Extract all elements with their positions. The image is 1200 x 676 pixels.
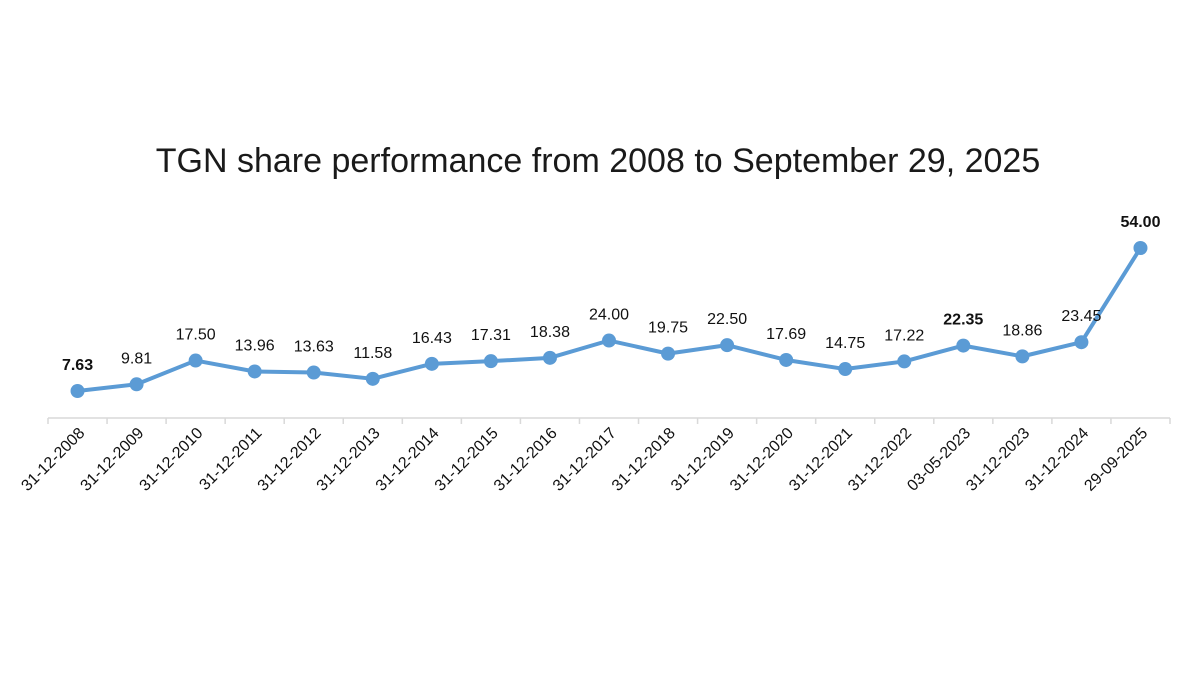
- data-label: 17.31: [471, 327, 511, 344]
- data-label: 7.63: [62, 357, 93, 374]
- data-point: [247, 364, 262, 379]
- x-tick-label: 29-09-2025: [1081, 425, 1151, 495]
- data-labels: 7.63 9.81 17.50 13.96 13.63 11.58 16.43 17.31 18…: [62, 214, 1161, 374]
- data-label: 19.75: [648, 320, 688, 337]
- data-point: [70, 384, 85, 398]
- data-label: 14.75: [825, 335, 865, 352]
- data-point: [306, 365, 321, 380]
- data-point: [365, 371, 380, 386]
- chart-title: TGN share performance from 2008 to Septe…: [156, 142, 1040, 180]
- x-axis-ticks: [47, 418, 1171, 424]
- data-point: [838, 362, 853, 377]
- data-point: [542, 350, 557, 365]
- data-label: 18.86: [1002, 322, 1042, 339]
- data-point: [424, 356, 439, 371]
- data-label: 11.58: [353, 345, 392, 362]
- data-label: 22.35: [943, 312, 983, 329]
- data-label: 23.45: [1061, 308, 1101, 325]
- data-label: 24.00: [589, 307, 629, 324]
- data-label: 54.00: [1120, 214, 1160, 231]
- data-label: 17.22: [884, 327, 924, 344]
- data-point: [129, 377, 144, 392]
- data-label: 13.63: [294, 338, 334, 355]
- x-tick-label: 31-12-2010: [137, 425, 207, 495]
- data-point: [483, 354, 498, 369]
- data-point: [602, 333, 616, 348]
- data-label: 13.96: [235, 337, 275, 354]
- data-point: [720, 338, 735, 353]
- data-label: 16.43: [412, 330, 452, 347]
- data-point: [779, 352, 794, 367]
- data-point: [956, 338, 971, 353]
- data-point: [188, 353, 203, 368]
- data-label: 9.81: [121, 350, 152, 367]
- data-point: [661, 346, 676, 361]
- data-label: 22.50: [707, 311, 747, 328]
- series-layer: [70, 241, 1148, 398]
- data-point: [1133, 241, 1148, 255]
- data-point: [1074, 335, 1089, 350]
- data-label: 18.38: [530, 324, 570, 341]
- data-point: [897, 354, 912, 369]
- data-label: 17.69: [766, 326, 806, 343]
- data-label: 17.50: [176, 327, 216, 344]
- x-tick-labels: 31-12-200831-12-200931-12-201031-12-2011…: [18, 425, 1151, 495]
- data-point: [1015, 349, 1030, 364]
